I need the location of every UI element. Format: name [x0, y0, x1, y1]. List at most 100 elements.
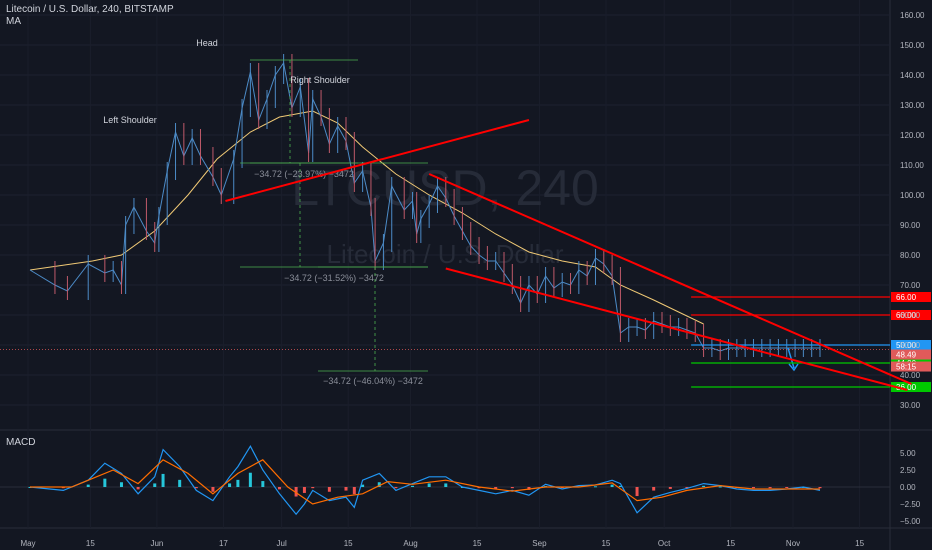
chart-title: Litecoin / U.S. Dollar, 240, BITSTAMP [6, 4, 174, 15]
x-tick-label: 17 [219, 539, 228, 548]
macd-y-tick-label: 0.00 [900, 483, 916, 492]
macd-y-tick-label: −5.00 [900, 517, 921, 526]
y-tick-label: 150.00 [900, 41, 925, 50]
macd-histogram-bar [161, 473, 165, 487]
macd-histogram-bar [718, 486, 722, 488]
ma-layer [29, 110, 704, 325]
macd-signal-line [30, 459, 820, 505]
level-badge [891, 340, 931, 350]
y-tick-label: 130.00 [900, 101, 925, 110]
x-tick-label: 15 [601, 539, 610, 548]
x-tick-label: Jul [277, 539, 287, 548]
x-tick-label: 15 [855, 539, 864, 548]
level-badge [891, 310, 931, 320]
level-label: 36.00 [896, 383, 917, 392]
macd-histogram-bar [618, 485, 622, 487]
level-badge [891, 382, 931, 392]
macd-layer [0, 444, 890, 516]
x-tick-label: Jun [150, 539, 163, 548]
macd-histogram-bar [768, 487, 772, 489]
annotation-layer: Head Left Shoulder Right Shoulder −34.72 (−… [103, 38, 799, 386]
price-badge [891, 361, 931, 372]
macd-histogram-bar [86, 484, 90, 487]
macd-histogram-bar [178, 479, 182, 487]
projection-arrow [787, 347, 799, 372]
x-tick-label: Sep [532, 539, 547, 548]
macd-histogram-bar [444, 483, 448, 487]
macd-y-tick-label: −2.50 [900, 500, 921, 509]
y-tick-label: 100.00 [900, 191, 925, 200]
x-tick-label: Nov [786, 539, 800, 548]
level-label: 50.00 [896, 341, 917, 350]
x-tick-label: 15 [726, 539, 735, 548]
macd-histogram-bar [685, 487, 689, 488]
macd-histogram-bar [344, 487, 348, 491]
macd-histogram-bar [228, 483, 232, 487]
macd-histogram-bar [136, 487, 140, 490]
y-tick-label: 90.00 [900, 221, 921, 230]
watermark-name: Litecoin / U.S. Dollar [327, 239, 564, 269]
macd-title: MACD [6, 437, 36, 448]
macd-histogram-bar [103, 478, 107, 487]
indicator-label: MA [6, 16, 21, 27]
macd-histogram-bar [593, 486, 597, 488]
macd-histogram-bar [818, 487, 822, 489]
macd-histogram-bar [302, 487, 306, 493]
macd-y-tick-label: 5.00 [900, 449, 916, 458]
measure-label: −34.72 (−31.52%) −3472 [284, 273, 384, 283]
macd-histogram-bar [702, 485, 706, 487]
price-badge [891, 349, 931, 360]
macd-y-tick-label: 2.50 [900, 466, 916, 475]
macd-line [29, 444, 821, 516]
macd-histogram-bar [527, 487, 531, 490]
macd-histogram-bar [352, 487, 356, 495]
axis-layer: 30.00 40.00 50.00 60.00 70.00 80.00 90.00 100.0… [20, 11, 925, 548]
macd-histogram-bar [327, 487, 331, 492]
chart-header: Litecoin / U.S. Dollar, 240, BITSTAMP MA [6, 4, 174, 28]
pattern-label: Left Shoulder [103, 115, 157, 125]
macd-histogram-bar [411, 485, 415, 487]
trendline [428, 173, 912, 385]
x-tick-label: Oct [658, 539, 671, 548]
macd-histogram-bar [294, 487, 298, 497]
trendline [445, 267, 908, 391]
y-tick-label: 160.00 [900, 11, 925, 20]
trendline [225, 119, 530, 202]
y-tick-label: 50.00 [900, 341, 921, 350]
macd-histogram-bar [277, 487, 281, 490]
price-badge-label: 48.49 [896, 351, 917, 360]
pattern-label: Head [196, 38, 218, 48]
y-tick-label: 140.00 [900, 71, 925, 80]
y-tick-label: 40.00 [900, 371, 921, 380]
y-tick-label: 110.00 [900, 161, 924, 170]
macd-histogram-bar [119, 482, 123, 487]
macd-histogram-bar [494, 487, 498, 490]
macd-histogram-bar [510, 487, 514, 489]
macd-histogram-bar [785, 487, 789, 488]
macd-histogram-bar [751, 487, 755, 489]
macd-histogram-bar [248, 472, 252, 487]
macd-histogram-bar [361, 484, 365, 487]
x-tick-label: 15 [344, 539, 353, 548]
level-label: 60.00 [896, 311, 917, 320]
macd-histogram-bar [236, 479, 240, 487]
macd-histogram-bar [668, 487, 672, 489]
price-line [29, 61, 820, 352]
macd-histogram-bar [153, 483, 157, 487]
y-tick-label: 70.00 [900, 281, 921, 290]
measure-label: −34.72 (−23.97%) −3472 [254, 169, 354, 179]
level-badge [891, 292, 931, 302]
macd-histogram-bar [394, 487, 398, 489]
x-tick-label: May [20, 539, 35, 548]
x-tick-label: 15 [473, 539, 482, 548]
macd-histogram-bar [194, 487, 198, 489]
price-badge-label: 58:15 [896, 363, 917, 372]
y-tick-label: 120.00 [900, 131, 925, 140]
macd-histogram-bar [261, 481, 265, 487]
macd-histogram-bar [311, 487, 315, 489]
macd-histogram-bar [377, 482, 381, 487]
ma-line [29, 110, 704, 325]
